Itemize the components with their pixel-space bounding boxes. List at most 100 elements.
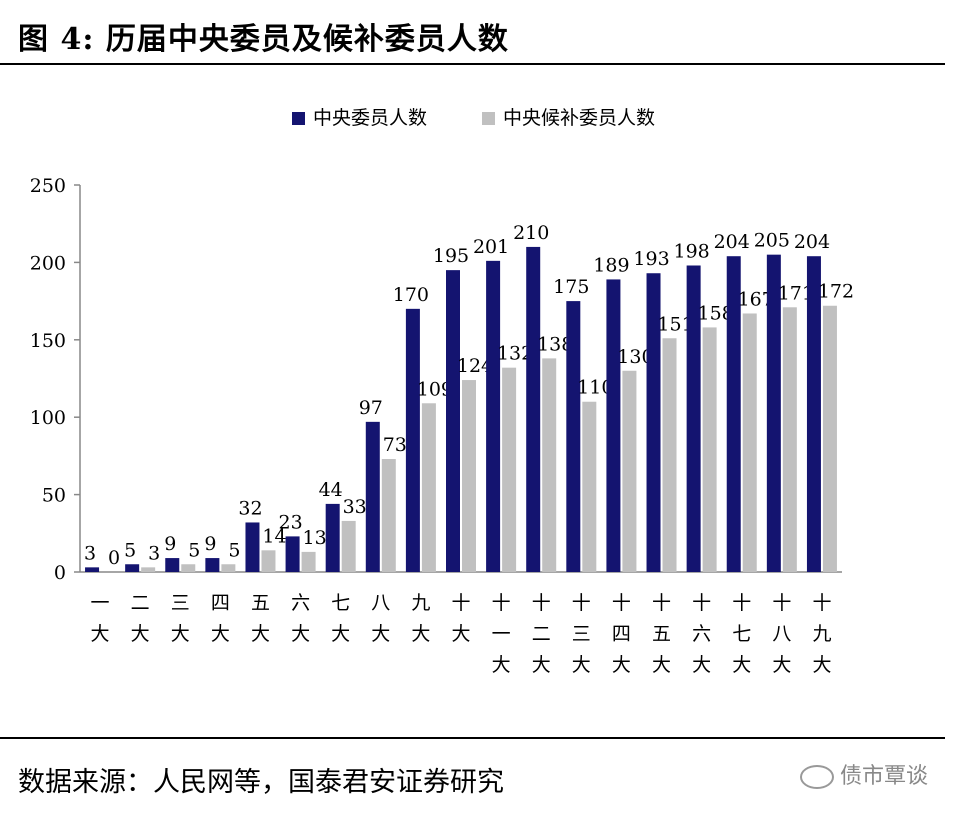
x-tick-label: 十 [812, 592, 831, 614]
data-label-member: 193 [633, 248, 669, 270]
y-tick-label: 100 [30, 407, 66, 429]
data-label-member: 204 [714, 231, 750, 253]
x-tick-label: 十 [652, 592, 671, 614]
x-tick-label: 大 [411, 623, 430, 645]
bar-alternate [301, 551, 316, 572]
bar-alternate [261, 550, 276, 572]
data-label-member: 204 [794, 231, 830, 253]
data-label-alternate: 13 [302, 527, 326, 549]
x-tick-label: 五 [251, 592, 270, 614]
bar-alternate [622, 370, 637, 572]
x-tick-label: 大 [572, 654, 591, 676]
x-tick-label: 大 [291, 623, 310, 645]
watermark: 债市覃谈 [800, 758, 928, 790]
x-tick-label: 六 [291, 592, 310, 614]
x-tick-label: 九 [411, 592, 430, 614]
bar-member [606, 279, 621, 572]
bar-member [85, 567, 100, 572]
x-tick-label: 大 [211, 623, 230, 645]
y-tick-label: 250 [30, 175, 66, 197]
bar-member [526, 246, 541, 573]
x-tick-label: 十 [572, 592, 591, 614]
data-label-member: 189 [593, 254, 629, 276]
bar-alternate [742, 313, 757, 572]
bar-member [806, 256, 821, 572]
data-label-member: 44 [319, 479, 343, 501]
x-tick-label: 二 [532, 623, 551, 645]
x-tick-label: 十 [692, 592, 711, 614]
x-tick-label: 一 [91, 592, 110, 614]
bar-member [766, 254, 781, 572]
bar-alternate [141, 567, 156, 572]
bar-member [686, 265, 701, 572]
data-label-alternate: 172 [818, 281, 854, 303]
data-label-member: 32 [238, 497, 262, 519]
data-label-alternate: 138 [537, 333, 573, 355]
data-label-alternate: 151 [657, 313, 693, 335]
x-tick-label: 大 [131, 623, 150, 645]
bar-member [446, 270, 460, 572]
x-tick-label: 大 [492, 654, 511, 676]
x-tick-label: 大 [652, 654, 671, 676]
x-tick-label: 一 [492, 623, 511, 645]
data-label-alternate: 14 [262, 525, 286, 547]
y-tick-label: 50 [42, 485, 66, 507]
x-tick-label: 大 [331, 623, 350, 645]
top-rule [0, 63, 945, 65]
x-tick-label: 十 [532, 592, 551, 614]
x-tick-label: 大 [612, 654, 631, 676]
data-label-alternate: 109 [417, 378, 453, 400]
data-label-alternate: 73 [383, 434, 407, 456]
legend-swatch [292, 112, 305, 125]
legend-label: 中央委员人数 [313, 107, 427, 129]
bar-alternate [421, 403, 436, 572]
data-label-member: 170 [393, 284, 429, 306]
x-tick-label: 八 [371, 592, 390, 614]
x-tick-label: 十 [612, 592, 631, 614]
x-tick-label: 九 [812, 623, 831, 645]
legend-label: 中央候补委员人数 [503, 107, 655, 129]
legend-swatch [482, 112, 495, 125]
x-tick-label: 七 [331, 592, 350, 614]
watermark-text: 债市覃谈 [840, 764, 929, 789]
x-tick-label: 三 [572, 623, 591, 645]
x-tick-label: 大 [692, 654, 711, 676]
x-tick-label: 十 [732, 592, 751, 614]
bar-alternate [181, 564, 196, 572]
bar-member [486, 260, 501, 572]
y-tick-label: 200 [30, 252, 66, 274]
x-tick-label: 大 [772, 654, 791, 676]
x-tick-label: 大 [532, 654, 551, 676]
x-tick-label: 七 [732, 623, 751, 645]
x-tick-label: 大 [732, 654, 751, 676]
x-tick-label: 大 [371, 623, 390, 645]
x-tick-label: 大 [251, 623, 270, 645]
bar-alternate [221, 564, 236, 572]
x-tick-label: 二 [131, 592, 150, 614]
data-label-alternate: 5 [188, 539, 200, 561]
data-label-member: 23 [278, 511, 302, 533]
data-label-member: 5 [124, 539, 136, 561]
y-tick-label: 150 [30, 330, 66, 352]
data-label-member: 205 [754, 230, 790, 252]
x-tick-label: 四 [612, 623, 631, 645]
bottom-rule [0, 737, 945, 739]
wechat-icon [800, 765, 834, 789]
x-tick-label: 四 [211, 592, 230, 614]
bar-alternate [702, 327, 717, 572]
data-label-alternate: 0 [108, 547, 120, 569]
x-tick-label: 八 [772, 623, 791, 645]
data-label-alternate: 171 [778, 282, 814, 304]
data-label-member: 97 [359, 397, 383, 419]
figure-title: 图 4: 历届中央委员及候补委员人数 [18, 22, 509, 57]
data-label-member: 9 [164, 533, 176, 555]
x-tick-label: 大 [171, 623, 190, 645]
data-label-alternate: 5 [228, 539, 240, 561]
bar-member [365, 421, 380, 572]
x-tick-label: 五 [652, 623, 671, 645]
bar-member [285, 536, 300, 572]
y-tick-label: 0 [54, 562, 66, 584]
data-label-member: 210 [513, 222, 549, 244]
data-label-member: 201 [473, 236, 509, 258]
data-label-alternate: 33 [343, 496, 367, 518]
